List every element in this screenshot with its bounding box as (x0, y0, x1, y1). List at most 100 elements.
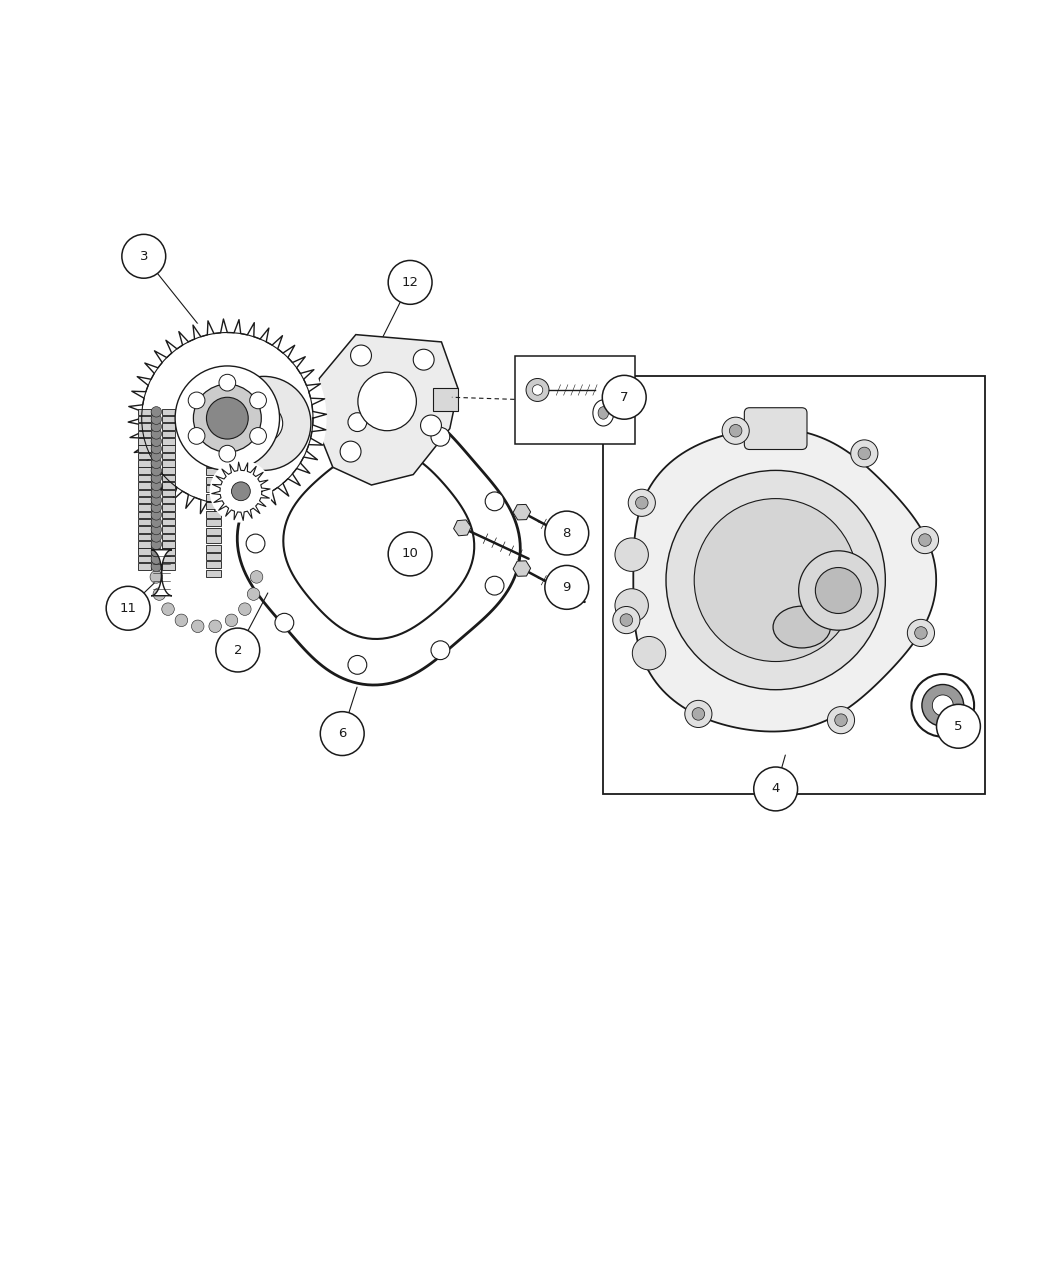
Circle shape (485, 492, 504, 511)
Circle shape (245, 404, 282, 442)
Circle shape (151, 473, 162, 483)
Bar (138, 431, 151, 437)
Circle shape (151, 436, 162, 446)
Polygon shape (237, 402, 521, 685)
Bar (207, 468, 222, 476)
Circle shape (545, 565, 589, 609)
Circle shape (248, 588, 259, 601)
Bar (162, 548, 175, 555)
Circle shape (188, 391, 205, 409)
Bar (162, 474, 175, 481)
Circle shape (216, 629, 259, 672)
Circle shape (219, 445, 235, 462)
Circle shape (915, 626, 927, 639)
Bar (207, 511, 222, 518)
Circle shape (151, 407, 162, 417)
Circle shape (685, 700, 712, 728)
Text: 11: 11 (120, 602, 136, 615)
Bar (162, 497, 175, 504)
Circle shape (919, 534, 931, 546)
Text: 9: 9 (563, 581, 571, 594)
Ellipse shape (598, 407, 609, 419)
Circle shape (275, 455, 294, 474)
Bar (162, 564, 175, 570)
Circle shape (151, 444, 162, 454)
Text: 3: 3 (140, 250, 148, 263)
Bar (207, 528, 222, 534)
Circle shape (388, 260, 432, 305)
Circle shape (694, 499, 857, 662)
Circle shape (692, 708, 705, 720)
Circle shape (414, 349, 434, 370)
Circle shape (275, 613, 294, 632)
Polygon shape (633, 428, 937, 732)
Circle shape (210, 460, 272, 523)
Circle shape (175, 615, 188, 626)
Bar (162, 519, 175, 525)
Circle shape (231, 482, 250, 501)
Bar (514, 356, 634, 444)
Circle shape (151, 481, 162, 491)
Circle shape (209, 620, 222, 632)
Bar (207, 536, 222, 543)
Circle shape (175, 366, 279, 470)
Circle shape (151, 487, 162, 499)
Circle shape (153, 588, 166, 601)
Circle shape (911, 674, 974, 737)
Circle shape (246, 534, 265, 553)
Text: 8: 8 (563, 527, 571, 539)
Bar (162, 482, 175, 488)
Circle shape (151, 421, 162, 432)
Bar (207, 486, 222, 492)
Bar (138, 453, 151, 459)
Circle shape (827, 706, 855, 733)
Circle shape (615, 538, 649, 571)
Circle shape (207, 398, 248, 439)
Bar (207, 477, 222, 483)
Circle shape (151, 561, 162, 571)
Polygon shape (513, 561, 530, 576)
Bar (162, 460, 175, 467)
Bar (138, 541, 151, 547)
Circle shape (632, 636, 666, 669)
Circle shape (621, 613, 632, 626)
Bar (162, 490, 175, 496)
Bar (162, 541, 175, 547)
Circle shape (188, 427, 205, 444)
Circle shape (151, 414, 162, 425)
Circle shape (635, 496, 648, 509)
Bar (207, 502, 222, 509)
Circle shape (351, 346, 372, 366)
Bar (207, 553, 222, 560)
Circle shape (485, 576, 504, 595)
Bar (162, 534, 175, 541)
Circle shape (816, 567, 861, 613)
Circle shape (835, 714, 847, 727)
Circle shape (151, 516, 162, 528)
Bar (207, 544, 222, 552)
Text: 12: 12 (401, 275, 419, 289)
Bar (138, 556, 151, 562)
Bar (162, 431, 175, 437)
Circle shape (191, 620, 204, 632)
Circle shape (911, 527, 939, 553)
Bar (162, 408, 175, 416)
Bar (138, 439, 151, 445)
Bar (138, 505, 151, 511)
Circle shape (226, 615, 237, 626)
Circle shape (932, 695, 953, 715)
Circle shape (922, 685, 964, 727)
Circle shape (151, 428, 162, 439)
Circle shape (850, 440, 878, 467)
Bar (207, 570, 222, 576)
Circle shape (151, 553, 162, 565)
Circle shape (907, 620, 935, 646)
Polygon shape (284, 448, 475, 639)
Circle shape (219, 375, 235, 391)
Circle shape (150, 571, 163, 583)
Bar (138, 564, 151, 570)
Circle shape (730, 425, 742, 437)
Circle shape (348, 413, 366, 431)
Text: 2: 2 (233, 644, 243, 657)
Bar (207, 460, 222, 467)
